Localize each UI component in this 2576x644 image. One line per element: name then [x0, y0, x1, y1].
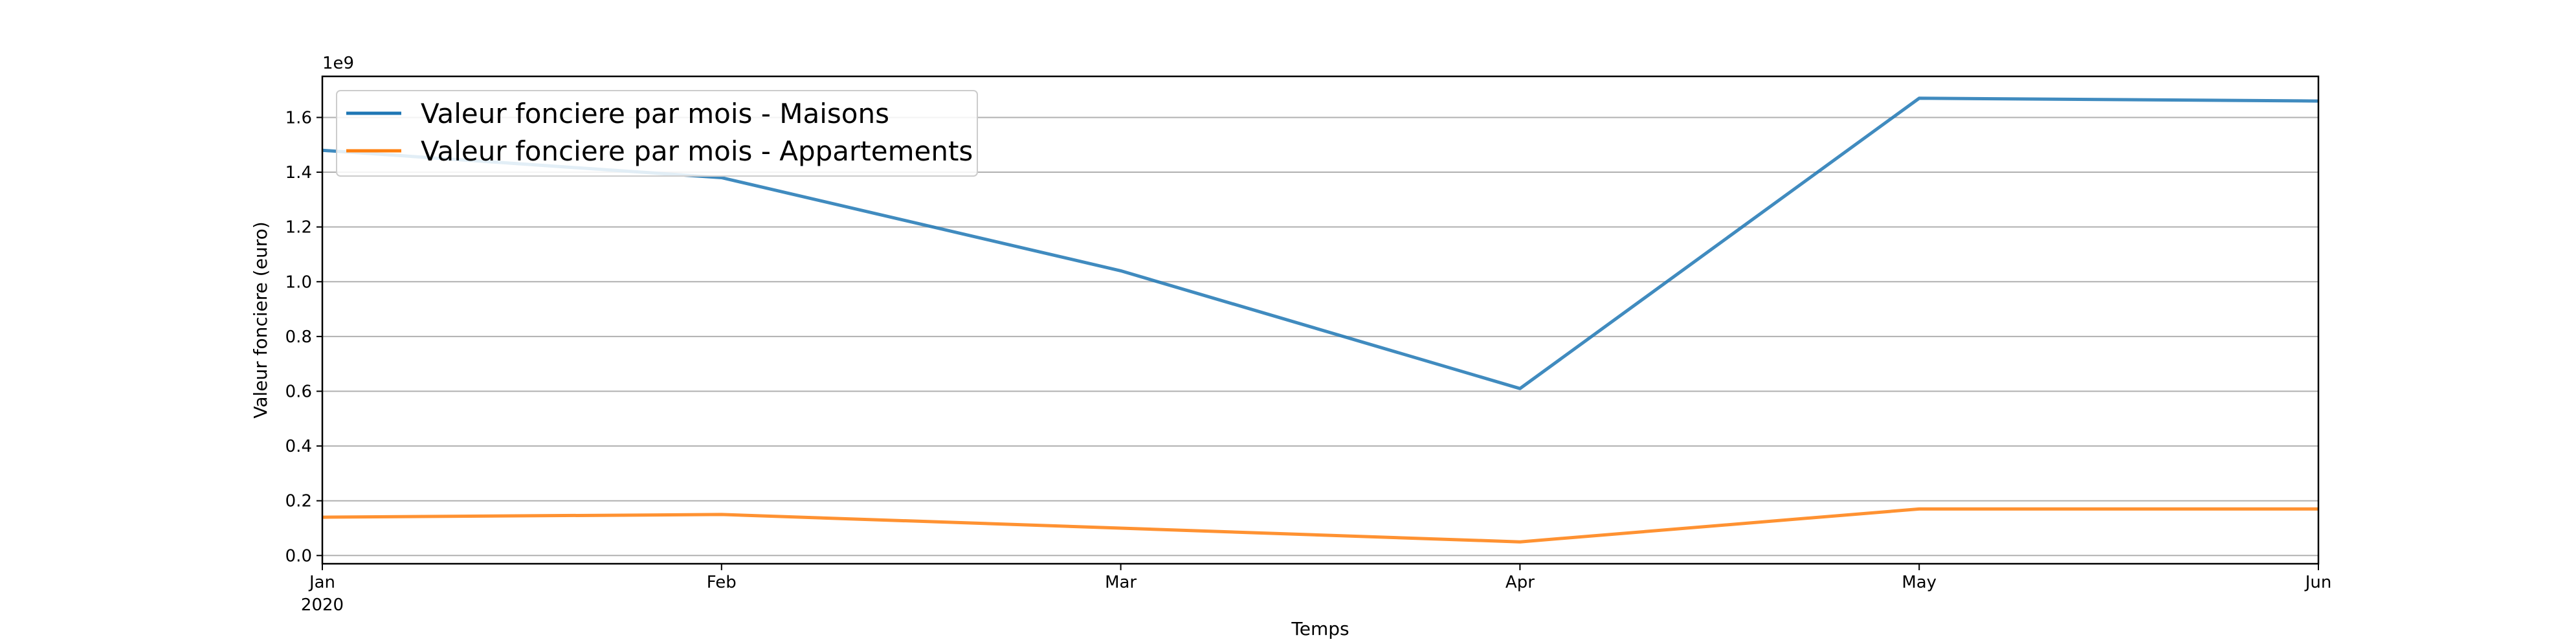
- x-axis-title: Temps: [1291, 618, 1349, 639]
- y-tick-label: 0.0: [285, 546, 312, 566]
- x-tick-label: Mar: [1105, 573, 1137, 592]
- y-offset-label: 1e9: [322, 54, 354, 73]
- axes: 0.0 0.2 0.4 0.6 0.8 1.0 1.2 1.4 1.6 Jan Feb Mar Apr M…: [285, 108, 2332, 592]
- x-tick-label: Jun: [2304, 573, 2332, 592]
- y-tick-label: 0.4: [285, 437, 312, 456]
- x-tick-label: Apr: [1505, 573, 1535, 592]
- legend-label-maisons: Valeur fonciere par mois - Maisons: [421, 98, 889, 129]
- legend-label-appartements: Valeur fonciere par mois - Appartements: [421, 135, 973, 167]
- legend-box: [336, 90, 978, 177]
- x-tick-label: May: [1902, 573, 1937, 592]
- series-line-1: [322, 507, 2318, 544]
- x-tick-label: Jan: [308, 573, 335, 592]
- x-tick-label: Feb: [707, 573, 737, 592]
- legend: Valeur fonciere par mois - Maisons Valeu…: [336, 90, 978, 177]
- grid-lines: [322, 117, 2318, 557]
- y-tick-label: 1.6: [285, 108, 312, 128]
- y-tick-label: 1.2: [285, 218, 312, 238]
- y-tick-label: 1.4: [285, 163, 312, 183]
- plot-frame: [321, 75, 2320, 565]
- y-axis-title: Valeur fonciere (euro): [250, 221, 271, 418]
- y-tick-label: 0.6: [285, 382, 312, 401]
- y-tick-label: 0.2: [285, 492, 312, 511]
- y-tick-label: 1.0: [285, 272, 312, 292]
- x-year-label: 2020: [301, 595, 344, 615]
- y-tick-label: 0.8: [285, 328, 312, 347]
